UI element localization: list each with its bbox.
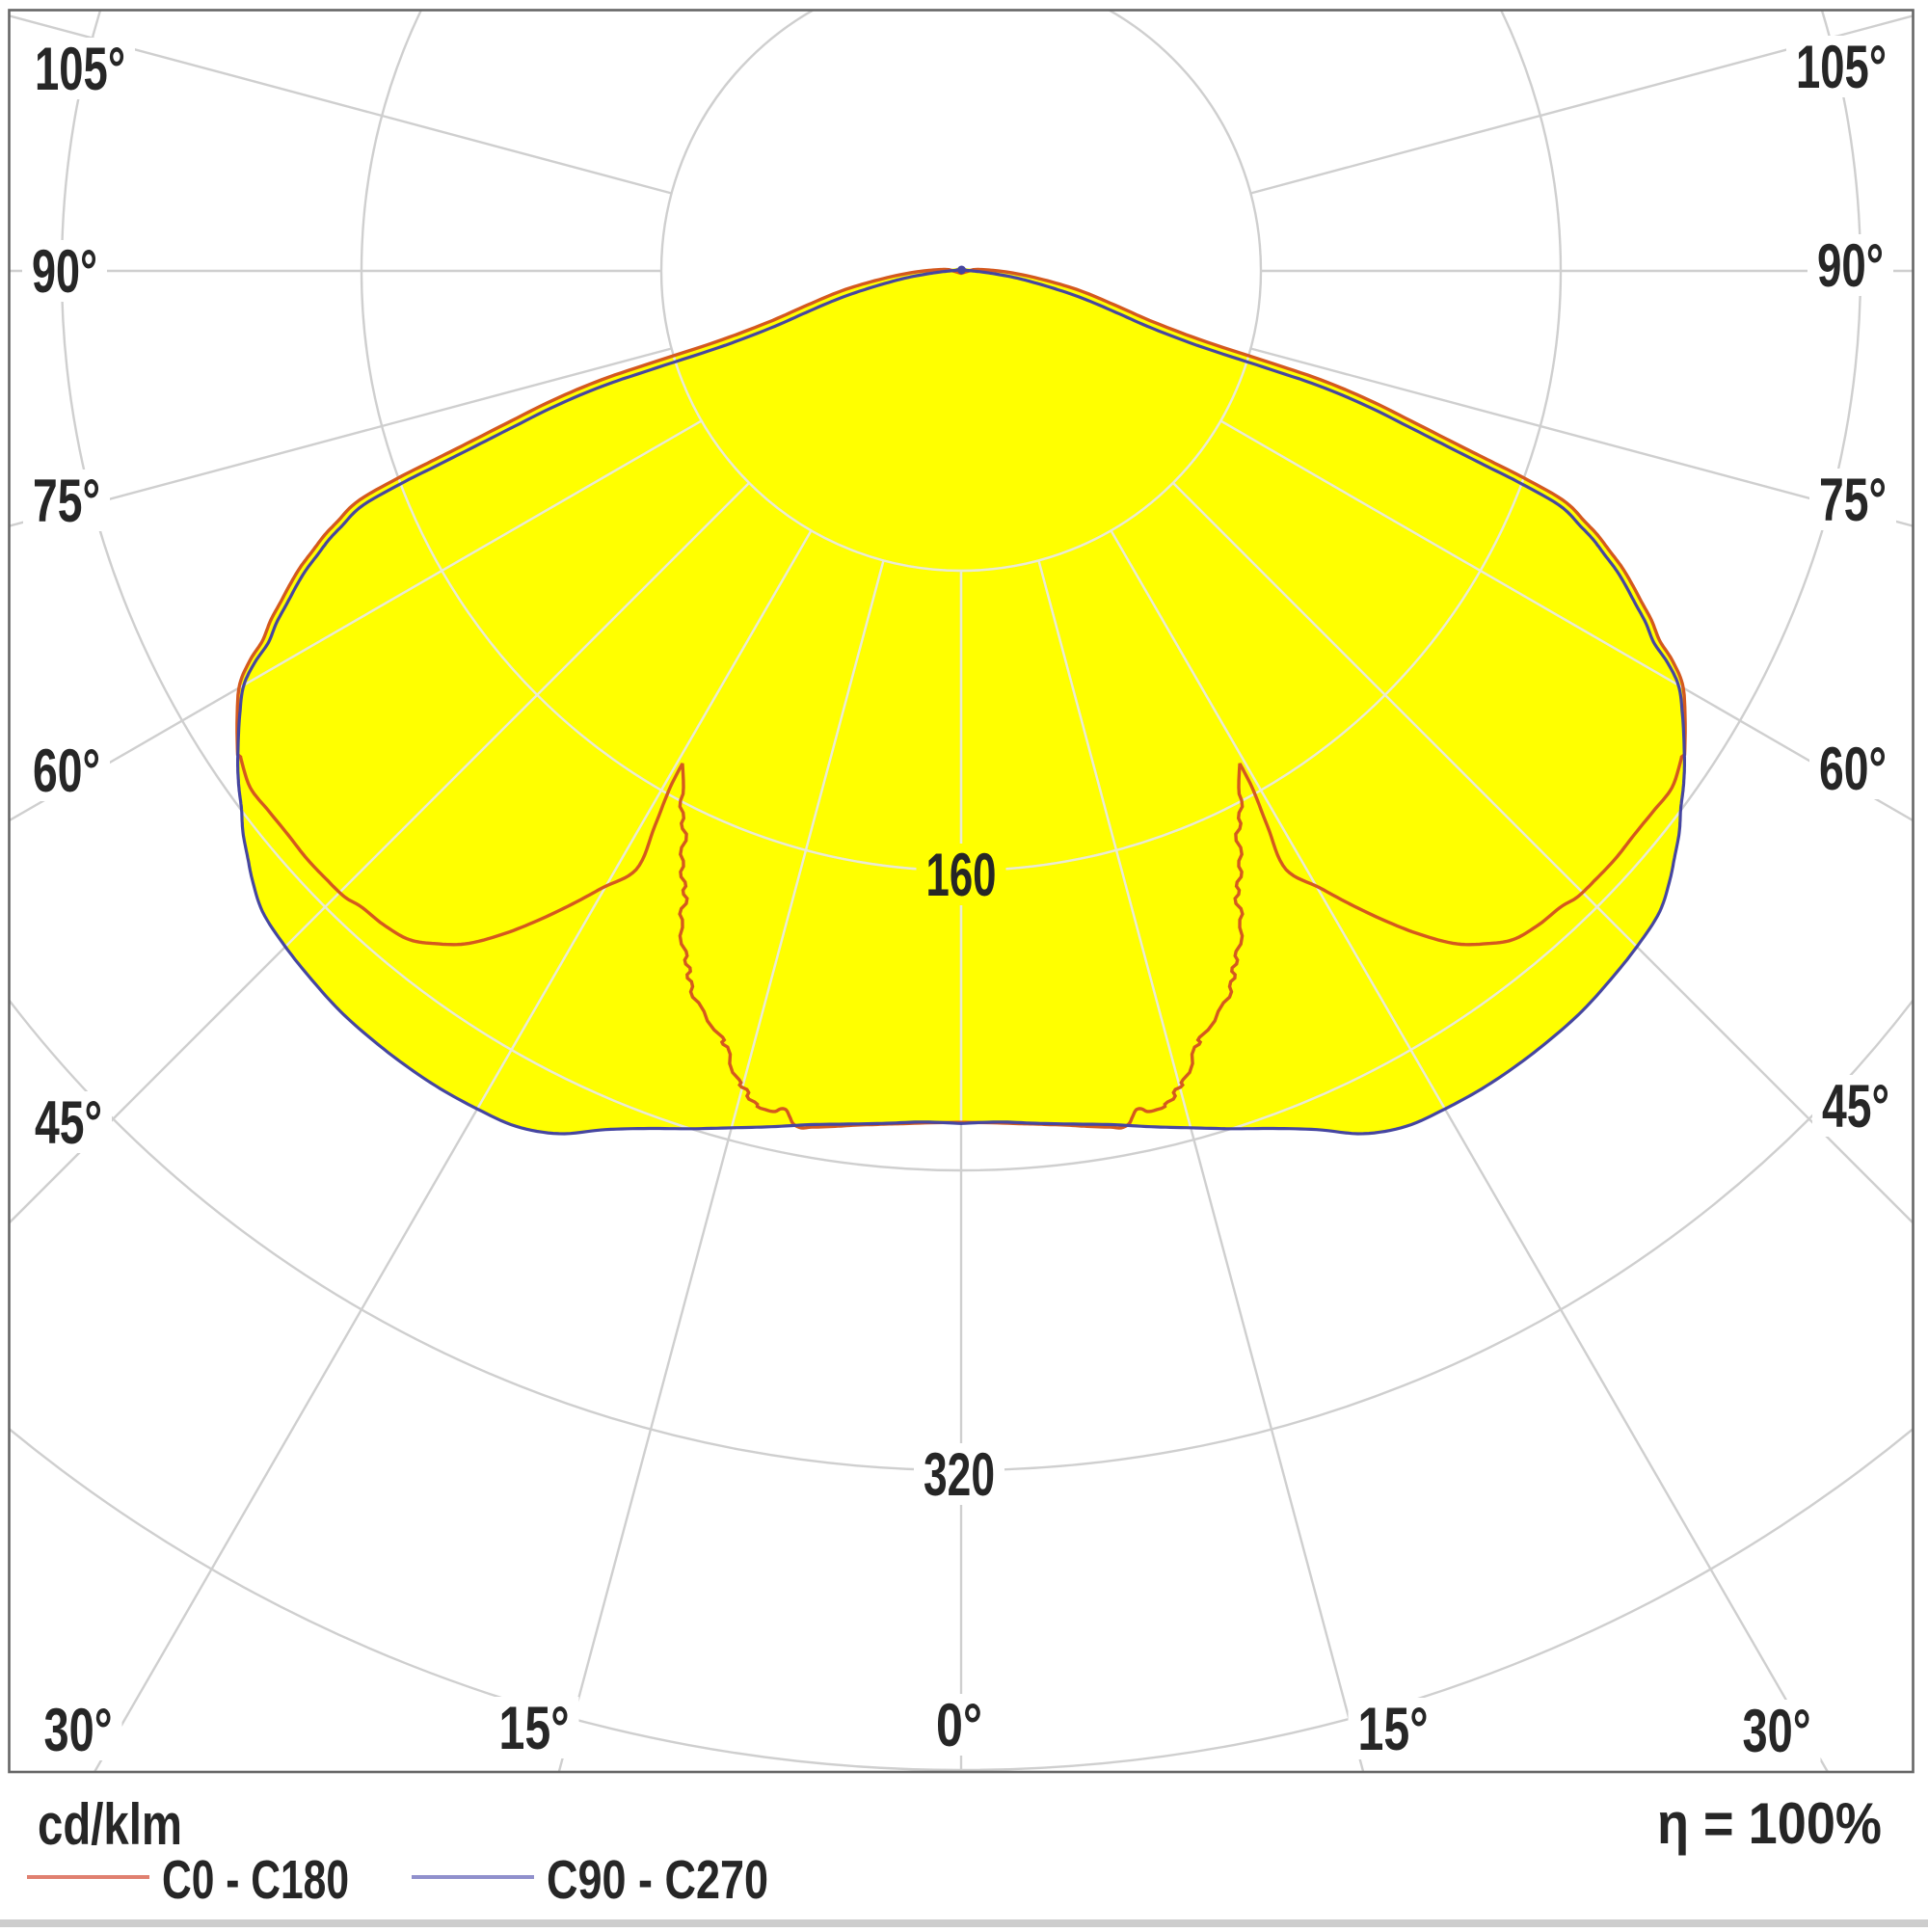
svg-text:η = 100%: η = 100% — [1657, 1791, 1882, 1856]
svg-text:30°: 30° — [44, 1697, 113, 1764]
svg-text:75°: 75° — [33, 468, 100, 535]
svg-text:30°: 30° — [1743, 1698, 1811, 1765]
svg-text:160: 160 — [926, 842, 997, 909]
svg-text:320: 320 — [924, 1441, 995, 1509]
svg-text:75°: 75° — [1819, 467, 1887, 534]
svg-text:105°: 105° — [35, 36, 125, 103]
svg-text:C0 - C180: C0 - C180 — [162, 1849, 349, 1911]
svg-text:15°: 15° — [499, 1695, 570, 1762]
svg-text:45°: 45° — [35, 1089, 102, 1157]
svg-text:90°: 90° — [32, 238, 97, 306]
svg-text:cd/klm: cd/klm — [38, 1792, 182, 1857]
svg-text:15°: 15° — [1358, 1696, 1429, 1763]
svg-text:45°: 45° — [1822, 1073, 1889, 1140]
svg-text:C90 - C270: C90 - C270 — [547, 1849, 768, 1911]
svg-text:90°: 90° — [1817, 232, 1884, 300]
svg-text:60°: 60° — [33, 738, 100, 805]
svg-text:0°: 0° — [936, 1692, 982, 1759]
svg-text:60°: 60° — [1819, 736, 1887, 803]
svg-text:105°: 105° — [1796, 34, 1887, 101]
